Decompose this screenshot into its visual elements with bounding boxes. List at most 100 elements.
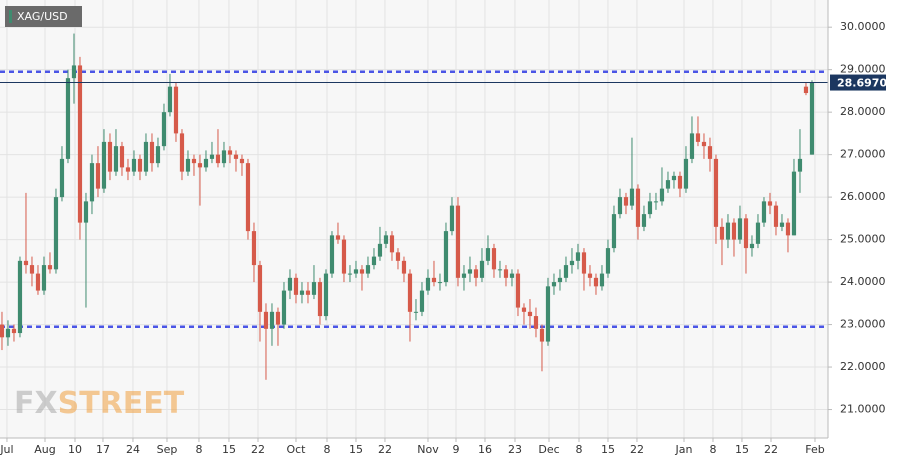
candle-body xyxy=(53,197,59,270)
candle-body xyxy=(545,286,551,342)
candle-body xyxy=(761,201,767,223)
candle-body xyxy=(461,273,467,278)
candle-body xyxy=(533,316,539,329)
candle-body xyxy=(227,150,233,155)
candle-body xyxy=(605,248,611,274)
candle-body xyxy=(281,290,287,325)
candle-body xyxy=(551,282,557,287)
candle-body xyxy=(71,65,77,79)
x-tick-label: 15 xyxy=(349,443,363,456)
candle-body xyxy=(107,141,113,172)
y-tick-label: 30.0000 xyxy=(840,20,886,33)
candle-body xyxy=(671,175,677,181)
candle-body xyxy=(437,282,443,284)
x-tick-label: 22 xyxy=(251,443,265,456)
candle-body xyxy=(209,154,215,159)
candle-body xyxy=(539,328,545,342)
candle-body xyxy=(0,324,5,338)
candle-body xyxy=(527,311,533,317)
candle-body xyxy=(101,141,107,189)
candle-body xyxy=(311,282,317,295)
candle-body xyxy=(647,201,653,215)
candle-body xyxy=(701,141,707,147)
y-tick-label: 25.0000 xyxy=(840,233,886,246)
candle-body xyxy=(341,239,347,274)
candle-body xyxy=(497,269,503,271)
candle-body xyxy=(173,86,179,134)
candle-body xyxy=(455,205,461,278)
candle-body xyxy=(371,256,377,266)
legend-swatch xyxy=(9,10,12,23)
candle-body xyxy=(593,277,599,287)
x-tick-label: 15 xyxy=(222,443,236,456)
candle-body xyxy=(389,235,395,253)
x-tick-label: 22 xyxy=(630,443,644,456)
last-price-tag xyxy=(830,74,886,91)
candle-body xyxy=(575,252,581,261)
candle-body xyxy=(569,260,575,266)
y-tick-label: 28.0000 xyxy=(840,105,886,118)
candle-body xyxy=(413,311,419,313)
candle-body xyxy=(287,277,293,291)
x-tick-label: 15 xyxy=(735,443,749,456)
x-tick-label: 22 xyxy=(378,443,392,456)
candle-body xyxy=(119,146,125,168)
x-tick-label: 15 xyxy=(601,443,615,456)
x-tick-label: 9 xyxy=(453,443,460,456)
candle-body xyxy=(149,141,155,164)
candle-body xyxy=(155,146,161,164)
watermark-fx: FX xyxy=(14,386,58,421)
candle-body xyxy=(293,277,299,295)
candle-body xyxy=(317,282,323,317)
y-tick-label: 21.0000 xyxy=(840,403,886,416)
y-tick-label: 22.0000 xyxy=(840,360,886,373)
y-tick-label: 23.0000 xyxy=(840,318,886,331)
candle-body xyxy=(167,86,173,113)
candle-body xyxy=(377,243,383,257)
candle-body xyxy=(719,226,725,240)
candle-body xyxy=(47,265,53,270)
candle-body xyxy=(185,158,191,172)
plot-area xyxy=(0,0,828,438)
x-tick-label: 8 xyxy=(324,443,331,456)
candle-body xyxy=(407,273,413,312)
candle-body xyxy=(725,222,731,240)
watermark-street: STREET xyxy=(58,386,185,421)
x-tick-label: Oct xyxy=(286,443,306,456)
y-tick-label: 27.0000 xyxy=(840,148,886,161)
x-tick-label: 17 xyxy=(96,443,110,456)
candle-body xyxy=(467,269,473,274)
candle-body xyxy=(191,158,197,164)
candle-body xyxy=(329,235,335,274)
candle-body xyxy=(233,154,239,159)
candle-body xyxy=(773,205,779,227)
candle-body xyxy=(113,146,119,172)
y-tick-label: 24.0000 xyxy=(840,275,886,288)
watermark: FXSTREET xyxy=(14,386,185,421)
candle-body xyxy=(485,248,491,261)
candle-body xyxy=(245,163,251,232)
candle-body xyxy=(215,154,221,164)
x-tick-label: 8 xyxy=(195,443,202,456)
candle-body xyxy=(659,188,665,202)
candle-body xyxy=(383,235,389,244)
x-tick-label: Nov xyxy=(417,443,439,456)
candle-body xyxy=(779,222,785,227)
candle-body xyxy=(17,260,23,334)
candle-body xyxy=(95,163,101,189)
candle-body xyxy=(785,222,791,236)
candle-body xyxy=(623,197,629,206)
candle-body xyxy=(791,171,797,236)
candle-body xyxy=(419,290,425,312)
candle-body xyxy=(473,269,479,278)
candle-body xyxy=(323,273,329,317)
candle-body xyxy=(707,146,713,159)
candle-body xyxy=(755,222,761,244)
candle-body xyxy=(251,231,257,266)
candle-body xyxy=(347,273,353,275)
legend-label: XAG/USD xyxy=(17,10,68,23)
candle-body xyxy=(635,188,641,227)
candle-body xyxy=(803,86,809,94)
